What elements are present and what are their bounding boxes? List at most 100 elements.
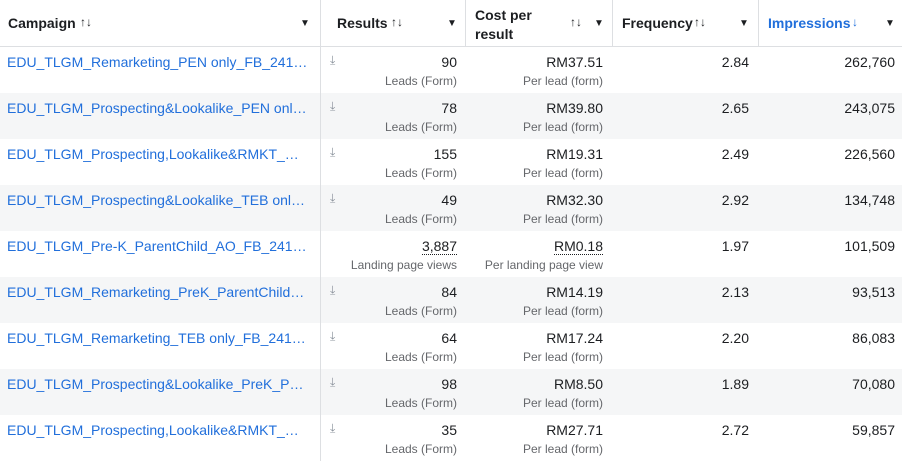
results-value: 84	[441, 284, 457, 300]
table-row: EDU_TLGM_Remarketing_PEN only_FB_241… ⤓ 90…	[0, 47, 902, 93]
impressions-value: 59,857	[852, 422, 895, 438]
campaign-header[interactable]: Campaign	[8, 15, 76, 31]
cost-label: Per lead (form)	[522, 166, 603, 180]
results-label: Leads (Form)	[384, 442, 457, 456]
download-icon[interactable]: ⤓	[330, 145, 336, 159]
campaign-link[interactable]: EDU_TLGM_Prospecting&Lookalike_PreK_P…	[7, 376, 304, 392]
table-row: EDU_TLGM_Prospecting,Lookalike&RMKT_… ⤓ 15…	[0, 139, 902, 185]
campaign-link[interactable]: EDU_TLGM_Remarketing_PreK_ParentChild…	[7, 284, 305, 300]
results-label: Leads (Form)	[384, 74, 457, 88]
cost-label: Per lead (form)	[522, 74, 603, 88]
table-row: EDU_TLGM_Remarketing_TEB only_FB_241… ⤓ 64…	[0, 323, 902, 369]
frequency-value: 2.92	[721, 192, 749, 208]
cost-header[interactable]: Cost per result	[475, 7, 532, 42]
results-label: Leads (Form)	[384, 166, 457, 180]
sort-icon[interactable]: ↑↓	[391, 15, 403, 29]
sort-icon[interactable]: ↓	[852, 15, 858, 29]
impressions-header[interactable]: Impressions	[768, 15, 851, 31]
results-label: Leads (Form)	[384, 304, 457, 318]
divider	[320, 415, 321, 461]
campaign-link[interactable]: EDU_TLGM_Remarketing_PEN only_FB_241…	[7, 54, 308, 70]
cost-label: Per lead (form)	[522, 304, 603, 318]
results-value: 90	[441, 54, 457, 70]
cost-value: RM32.30	[546, 192, 603, 208]
divider	[320, 231, 321, 277]
frequency-value: 2.65	[721, 100, 749, 116]
cost-label: Per lead (form)	[522, 212, 603, 226]
table-row: EDU_TLGM_Remarketing_PreK_ParentChild… ⤓ 8…	[0, 277, 902, 323]
frequency-value: 2.72	[721, 422, 749, 438]
campaign-link[interactable]: EDU_TLGM_Prospecting&Lookalike_PEN onl…	[7, 100, 307, 116]
table-row: EDU_TLGM_Pre-K_ParentChild_AO_FB_241… 3,8…	[0, 231, 902, 277]
cost-value: RM37.51	[546, 54, 603, 70]
results-value: 98	[441, 376, 457, 392]
download-icon[interactable]: ⤓	[330, 99, 336, 113]
results-label: Leads (Form)	[384, 212, 457, 226]
results-value: 49	[441, 192, 457, 208]
sort-icon[interactable]: ↑↓	[80, 15, 92, 29]
divider	[465, 0, 466, 47]
dropdown[interactable]: ▼	[300, 18, 310, 29]
cost-value: RM27.71	[546, 422, 603, 438]
divider	[612, 0, 613, 47]
dropdown[interactable]: ▼	[739, 18, 749, 29]
impressions-value: 86,083	[852, 330, 895, 346]
campaign-link[interactable]: EDU_TLGM_Prospecting,Lookalike&RMKT_…	[7, 422, 299, 438]
download-icon[interactable]: ⤓	[330, 375, 336, 389]
impressions-value: 134,748	[844, 192, 895, 208]
results-value: 78	[441, 100, 457, 116]
dropdown[interactable]: ▼	[885, 18, 895, 29]
table-row: EDU_TLGM_Prospecting&Lookalike_PEN onl… ⤓…	[0, 93, 902, 139]
download-icon[interactable]: ⤓	[330, 283, 336, 297]
divider	[320, 277, 321, 323]
download-icon[interactable]: ⤓	[330, 53, 336, 67]
results-value: 64	[441, 330, 457, 346]
impressions-value: 70,080	[852, 376, 895, 392]
frequency-value: 1.97	[721, 238, 749, 254]
sort-icon[interactable]: ↑↓	[694, 15, 706, 29]
frequency-value: 2.84	[721, 54, 749, 70]
campaign-link[interactable]: EDU_TLGM_Pre-K_ParentChild_AO_FB_241…	[7, 238, 307, 254]
frequency-value: 1.89	[721, 376, 749, 392]
divider	[320, 47, 321, 93]
results-label: Landing page views	[350, 258, 457, 272]
dropdown[interactable]: ▼	[447, 18, 457, 29]
cost-value: RM14.19	[546, 284, 603, 300]
sort-icon[interactable]: ↑↓	[570, 15, 582, 29]
dropdown[interactable]: ▼	[594, 18, 604, 29]
divider	[320, 93, 321, 139]
divider	[320, 185, 321, 231]
results-header[interactable]: Results	[337, 15, 388, 31]
impressions-value: 101,509	[844, 238, 895, 254]
download-icon[interactable]: ⤓	[330, 421, 336, 435]
campaign-link[interactable]: EDU_TLGM_Remarketing_TEB only_FB_241…	[7, 330, 306, 346]
cost-label: Per lead (form)	[522, 396, 603, 410]
impressions-value: 262,760	[844, 54, 895, 70]
results-label: Leads (Form)	[384, 396, 457, 410]
results-value: 35	[441, 422, 457, 438]
frequency-header[interactable]: Frequency	[622, 15, 693, 31]
cost-value: RM39.80	[546, 100, 603, 116]
cost-value: RM0.18	[553, 238, 603, 255]
download-icon[interactable]: ⤓	[330, 329, 336, 343]
impressions-value: 243,075	[844, 100, 895, 116]
impressions-value: 93,513	[852, 284, 895, 300]
divider	[320, 369, 321, 415]
cost-label: Per lead (form)	[522, 120, 603, 134]
frequency-value: 2.20	[721, 330, 749, 346]
campaign-link[interactable]: EDU_TLGM_Prospecting&Lookalike_TEB onl…	[7, 192, 306, 208]
cost-value: RM19.31	[546, 146, 603, 162]
cost-value: RM17.24	[546, 330, 603, 346]
download-icon[interactable]: ⤓	[330, 191, 336, 205]
cost-label: Per landing page view	[484, 258, 603, 272]
divider	[320, 139, 321, 185]
table-row: EDU_TLGM_Prospecting,Lookalike&RMKT_… ⤓ 35…	[0, 415, 902, 461]
results-value: 3,887	[421, 238, 457, 255]
divider	[320, 323, 321, 369]
campaign-link[interactable]: EDU_TLGM_Prospecting,Lookalike&RMKT_…	[7, 146, 299, 162]
table-row: EDU_TLGM_Prospecting&Lookalike_TEB onl… ⤓…	[0, 185, 902, 231]
results-label: Leads (Form)	[384, 120, 457, 134]
divider	[320, 0, 321, 47]
results-label: Leads (Form)	[384, 350, 457, 364]
